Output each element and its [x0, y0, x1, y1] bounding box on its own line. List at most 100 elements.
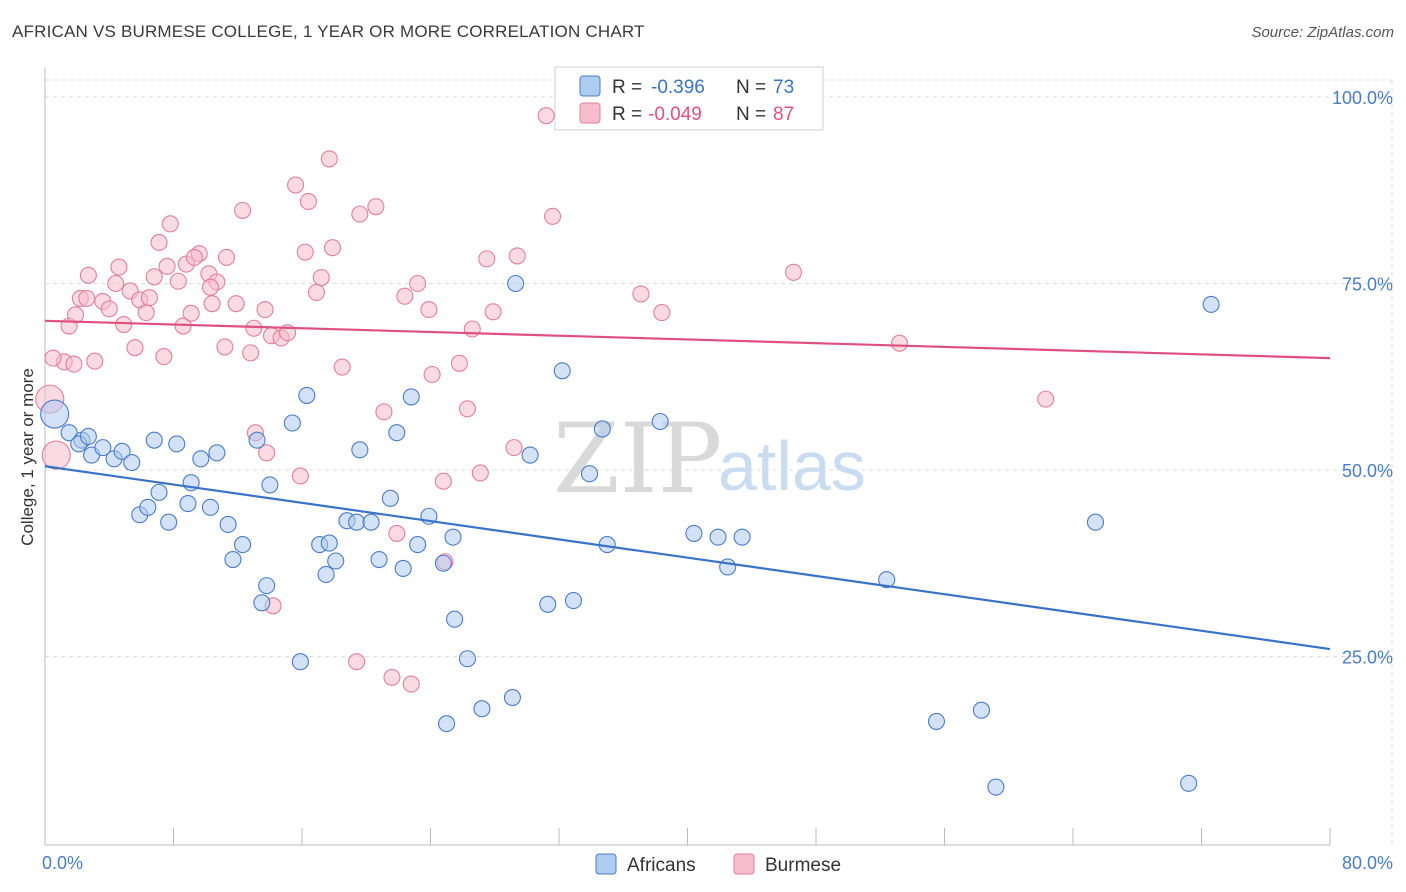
africans-point	[291, 653, 309, 671]
legend-r-label: R =	[612, 77, 642, 98]
burmese-point	[434, 472, 452, 490]
legend-n-label: N =	[736, 77, 766, 98]
africans-point	[219, 515, 237, 534]
africans-point	[139, 498, 157, 516]
africans-point	[927, 712, 946, 730]
bottom-legend-burmese: Burmese	[765, 855, 841, 876]
africans-point	[362, 513, 380, 531]
burmese-point	[100, 300, 118, 318]
africans-point	[60, 424, 78, 442]
burmese-point	[323, 239, 342, 257]
watermark-atlas: atlas	[718, 427, 866, 505]
burmese-point	[402, 675, 420, 693]
africans-point	[458, 650, 476, 668]
burmese-point	[463, 320, 481, 338]
burmese-point	[1037, 390, 1055, 408]
africans-point	[381, 489, 399, 507]
burmese-point	[227, 295, 245, 313]
burmese-point	[137, 304, 155, 322]
series-africans	[40, 274, 1220, 796]
africans-point	[402, 388, 420, 406]
burmese-point	[126, 339, 144, 357]
africans-point	[409, 536, 427, 554]
burmese-point	[320, 150, 338, 168]
x-tick-label-min: 0.0%	[42, 853, 83, 873]
africans-point	[348, 513, 366, 531]
africans-point	[1202, 295, 1220, 313]
africans-point	[283, 414, 301, 432]
burmese-point	[420, 301, 438, 319]
y-tick-label: 25.0%	[1342, 648, 1393, 668]
burmese-point	[65, 355, 83, 373]
africans-point	[123, 453, 141, 472]
legend-r-label: R =	[612, 104, 642, 125]
y-tick-label: 100.0%	[1332, 88, 1393, 108]
burmese-point	[478, 250, 496, 268]
y-tick-label: 75.0%	[1342, 275, 1393, 295]
burmese-point	[245, 319, 263, 337]
africans-point	[972, 701, 990, 719]
burmese-point	[784, 263, 803, 281]
africans-point	[733, 528, 751, 546]
burmese-point	[155, 348, 173, 366]
legend-n-africans: 73	[773, 77, 794, 98]
burmese-point	[66, 306, 85, 324]
burmese-point	[140, 289, 158, 307]
africans-point	[685, 524, 703, 542]
burmese-point	[145, 268, 163, 286]
burmese-point	[203, 295, 221, 313]
legend-n-burmese: 87	[773, 104, 794, 125]
africans-point	[719, 558, 737, 576]
burmese-point	[890, 334, 909, 352]
chart-title: AFRICAN VS BURMESE COLLEGE, 1 YEAR OR MO…	[12, 22, 645, 41]
burmese-point	[312, 268, 330, 287]
africans-point	[503, 688, 521, 707]
legend-box: R = -0.396 N = 73 R = -0.049 N = 87	[554, 66, 824, 131]
africans-point	[113, 442, 131, 460]
africans-point	[298, 386, 316, 404]
africans-point	[79, 427, 97, 445]
burmese-point	[258, 444, 276, 462]
africans-point	[651, 412, 669, 431]
burmese-point	[505, 439, 523, 457]
africans-point	[553, 362, 571, 380]
burmese-point	[653, 304, 671, 322]
burmese-point	[367, 198, 385, 216]
africans-point	[438, 715, 456, 733]
legend-r-africans: -0.396	[651, 77, 705, 98]
y-axis-label: College, 1 year or more	[18, 368, 37, 546]
burmese-point	[115, 315, 133, 334]
burmese-point	[44, 349, 62, 367]
trend-lines	[44, 319, 1331, 651]
africans-point	[150, 483, 168, 501]
africans-point	[593, 420, 611, 438]
burmese-point	[216, 338, 234, 356]
africans-point	[580, 465, 599, 483]
burmese-point	[471, 464, 489, 482]
burmese-point	[396, 287, 414, 305]
burmese-point	[41, 440, 71, 470]
africans-point	[473, 700, 491, 718]
africans-trend-line	[44, 465, 1331, 651]
africans-point	[351, 441, 369, 459]
burmese-point	[348, 653, 366, 671]
africans-point	[145, 431, 163, 449]
bottom-legend-swatch-africans	[595, 853, 617, 875]
burmese-point	[217, 248, 236, 266]
africans-point	[564, 591, 583, 610]
africans-point	[444, 528, 462, 546]
burmese-point	[458, 400, 476, 418]
burmese-point	[185, 248, 203, 266]
burmese-point	[333, 358, 351, 376]
bottom-legend: Africans Burmese	[595, 853, 841, 876]
burmese-point	[158, 257, 176, 275]
africans-point	[40, 399, 70, 429]
burmese-point	[107, 274, 125, 293]
burmese-point	[169, 272, 187, 290]
burmese-point	[409, 274, 427, 293]
africans-point	[388, 424, 406, 442]
africans-point	[192, 450, 210, 468]
burmese-point	[234, 201, 252, 219]
burmese-point	[632, 285, 650, 303]
burmese-point	[150, 233, 168, 252]
